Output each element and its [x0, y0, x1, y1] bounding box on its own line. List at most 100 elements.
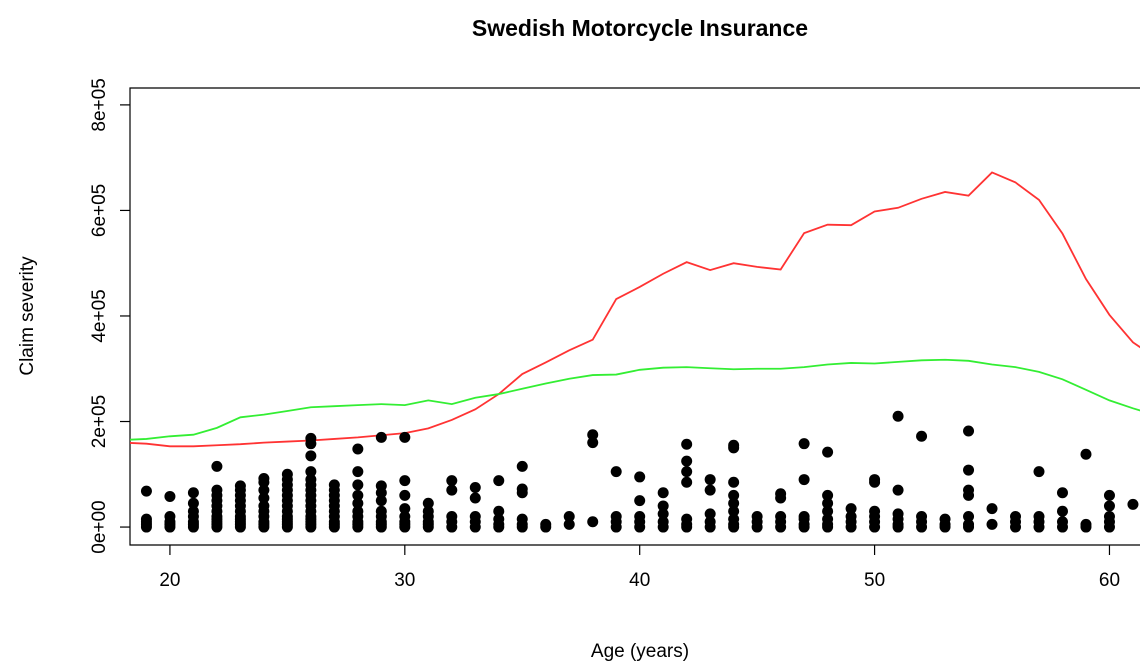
point: [986, 518, 998, 530]
point: [422, 497, 434, 509]
point: [1056, 487, 1068, 499]
point: [775, 511, 787, 523]
point: [939, 513, 951, 525]
point: [704, 474, 716, 486]
point: [469, 511, 481, 523]
point: [540, 518, 552, 530]
point: [399, 489, 411, 501]
x-tick-label: 50: [864, 570, 885, 591]
point: [704, 508, 716, 520]
point: [798, 474, 810, 486]
point: [352, 489, 364, 501]
point: [281, 468, 293, 480]
point: [892, 410, 904, 422]
point: [869, 474, 881, 486]
point: [587, 516, 599, 528]
point: [751, 511, 763, 523]
point: [187, 487, 199, 499]
point: [164, 490, 176, 502]
point: [328, 479, 340, 491]
point: [305, 432, 317, 444]
point: [1056, 516, 1068, 528]
point: [375, 495, 387, 507]
point: [187, 497, 199, 509]
point: [1033, 511, 1045, 523]
y-tick-label: 8e+05: [89, 78, 110, 131]
point: [422, 505, 434, 517]
point: [140, 485, 152, 497]
point: [352, 479, 364, 491]
point: [469, 492, 481, 504]
point: [657, 508, 669, 520]
point: [399, 475, 411, 487]
point: [869, 505, 881, 517]
point: [916, 511, 928, 523]
point: [399, 431, 411, 443]
point: [681, 513, 693, 525]
point: [352, 505, 364, 517]
point: [963, 484, 975, 496]
point: [634, 495, 646, 507]
point: [563, 518, 575, 530]
point: [1080, 448, 1092, 460]
point: [634, 511, 646, 523]
line: [130, 171, 1140, 448]
point: [1056, 505, 1068, 517]
point: [822, 497, 834, 509]
point: [681, 476, 693, 488]
point: [728, 489, 740, 501]
y-tick-label: 6e+05: [89, 184, 110, 237]
point: [798, 438, 810, 450]
point: [892, 508, 904, 520]
point: [211, 460, 223, 472]
point: [1103, 489, 1115, 501]
point: [446, 475, 458, 487]
point: [211, 484, 223, 496]
y-tick-label: 4e+05: [89, 289, 110, 342]
point: [446, 511, 458, 523]
point: [469, 481, 481, 493]
point: [822, 446, 834, 458]
point: [187, 505, 199, 517]
point: [657, 487, 669, 499]
point: [399, 511, 411, 523]
point: [258, 484, 270, 496]
point: [399, 503, 411, 515]
x-tick-label: 30: [394, 570, 415, 591]
x-tick-label: 20: [159, 570, 180, 591]
point: [963, 425, 975, 437]
y-axis-label: Claim severity: [17, 256, 38, 376]
point: [845, 511, 857, 523]
point: [704, 516, 716, 528]
point: [516, 460, 528, 472]
point: [963, 518, 975, 530]
point: [822, 505, 834, 517]
point: [681, 466, 693, 478]
point: [728, 439, 740, 451]
point: [728, 497, 740, 509]
point: [493, 513, 505, 525]
point: [822, 489, 834, 501]
point: [258, 473, 270, 485]
point: [822, 513, 834, 525]
point: [1080, 518, 1092, 530]
point: [1103, 511, 1115, 523]
point: [587, 437, 599, 449]
point: [375, 480, 387, 492]
y-tick-label: 0e+00: [89, 500, 110, 553]
point: [164, 511, 176, 523]
point: [1033, 466, 1045, 478]
point: [681, 455, 693, 467]
point: [563, 511, 575, 523]
line: [130, 358, 1140, 441]
x-axis-label: Age (years): [591, 641, 689, 662]
point: [305, 450, 317, 462]
point: [610, 466, 622, 478]
point: [845, 503, 857, 515]
point: [775, 488, 787, 500]
point: [728, 513, 740, 525]
point: [258, 500, 270, 512]
point: [352, 443, 364, 455]
